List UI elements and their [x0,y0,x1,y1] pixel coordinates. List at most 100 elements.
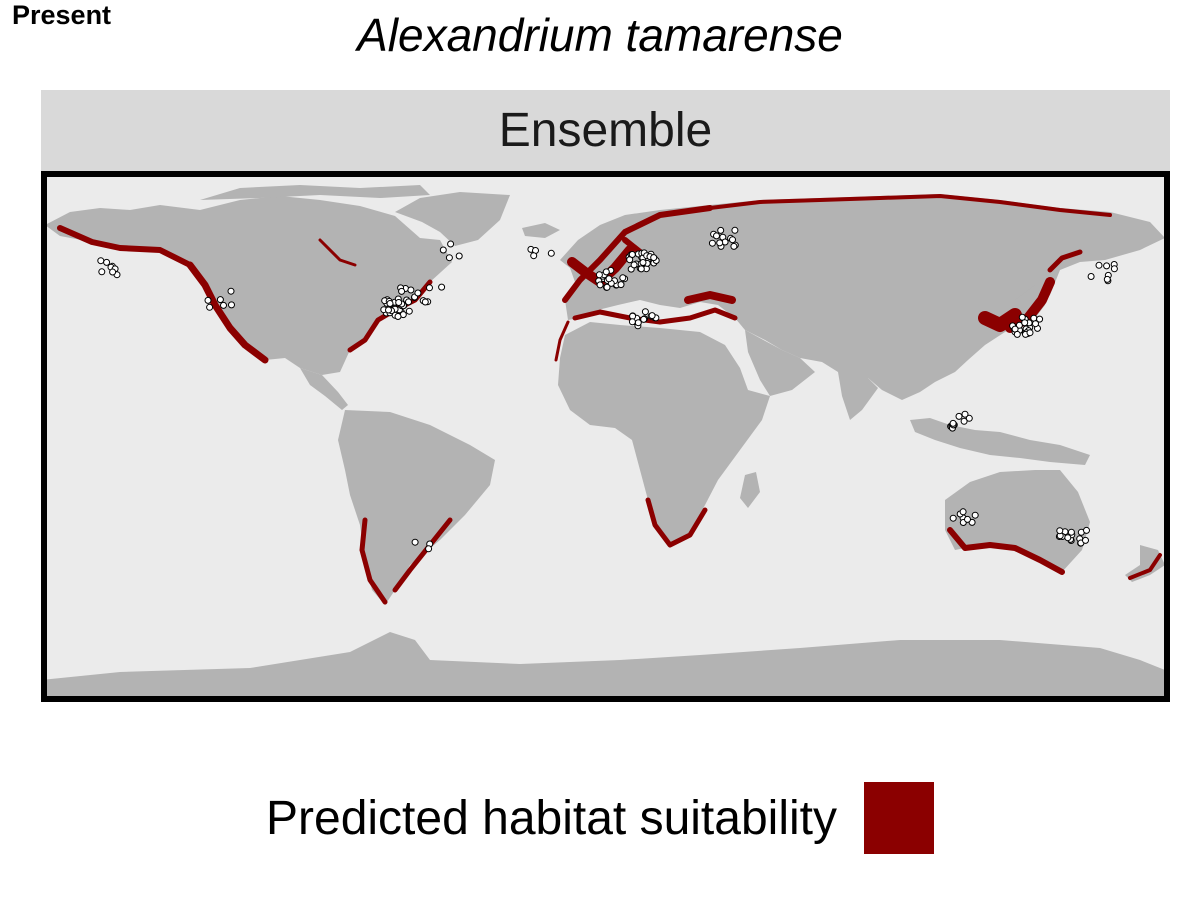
land-australia [945,470,1090,572]
occurrence-point [641,308,649,316]
occurrence-point [1110,265,1118,273]
occurrence-point [596,281,604,289]
suitability-okhotsk [1047,249,1083,273]
panel-strip: Ensemble [41,90,1170,171]
occurrence-point [637,265,645,273]
suitability-chile [359,517,388,605]
occurrence-points [97,226,1118,553]
land-arctic-islands [200,185,430,200]
suitability-arctic-russia [708,194,1112,217]
occurrence-point [530,252,538,260]
occurrence-point [407,286,415,294]
occurrence-point [960,417,968,425]
land-north-america [45,196,452,375]
species-title: Alexandrium tamarense [357,9,843,61]
occurrence-point [1013,330,1021,338]
occurrence-point [949,514,957,522]
occurrence-point [204,296,212,304]
occurrence-point [634,319,642,327]
occurrence-point [455,252,463,260]
land-india [838,372,878,420]
occurrence-point [438,283,446,291]
occurrence-point [650,254,658,262]
occurrence-point [717,226,725,234]
occurrence-point [411,538,419,546]
land-iceland [522,223,560,238]
occurrence-point [97,257,105,265]
occurrence-point [648,312,656,320]
occurrence-point [971,511,979,519]
occurrence-point [1082,536,1089,544]
suitability-new-zealand [1128,553,1162,580]
occurrence-point [405,298,412,306]
occurrence-point [386,300,394,307]
occurrence-point [605,275,613,283]
occurrence-point [220,301,227,309]
occurrence-point [547,249,555,257]
occurrence-point [731,226,739,234]
occurrence-point [964,515,971,523]
occurrence-point [617,281,625,289]
land-africa [558,322,770,545]
suitability-southern-africa [645,497,708,548]
panel-label: Ensemble [498,104,713,157]
suitability-south-australia [947,527,1065,575]
occurrence-point [425,545,433,553]
occurrence-point [405,307,413,315]
land-new-zealand [1125,545,1165,582]
occurrence-point [1087,273,1095,280]
occurrence-point [603,283,611,291]
occurrence-point [394,313,402,320]
occurrence-point [228,301,235,309]
occurrence-point [227,287,235,295]
suitability-hudson [318,238,357,267]
occurrence-point [1064,534,1072,542]
occurrence-point [619,274,627,282]
occurrence-point [640,315,648,323]
land-greenland [395,192,510,246]
land-madagascar [740,472,760,508]
occurrence-point [447,240,455,248]
land-antarctica [41,632,1170,702]
occurrence-point [730,242,738,250]
legend-swatch [863,782,934,854]
suitability-patagonia [392,517,453,593]
occurrence-point [1036,315,1044,323]
occurrence-point [716,239,724,247]
occurrence-point [961,410,969,418]
occurrence-point [103,258,111,266]
occurrence-point [1056,527,1064,535]
map-border [41,171,1170,702]
occurrence-point [216,296,224,304]
occurrence-point [628,251,636,258]
suitability-black-sea [684,291,736,304]
occurrence-point [1021,319,1029,327]
occurrence-point [1095,261,1103,269]
occurrence-point [98,268,106,276]
occurrence-point [595,271,603,279]
world-map [41,171,1170,702]
occurrence-point [949,419,957,427]
occurrence-point [1067,528,1075,536]
land-south-america [338,410,495,605]
occurrence-point [629,312,637,320]
occurrence-point [1103,262,1111,270]
occurrence-point [1026,329,1034,337]
occurrence-point [965,414,973,422]
occurrence-point [395,299,403,306]
occurrence-point [414,289,422,297]
occurrence-point [713,232,720,240]
occurrence-point [1083,526,1090,534]
occurrence-point [109,268,117,276]
suitability-mediterranean [572,307,738,325]
occurrence-point [445,254,453,262]
occurrence-point [955,412,963,420]
occurrence-point [206,303,214,311]
suitability-yellow-sea [978,308,1022,332]
suitability-west-africa [554,320,570,362]
suitability-alaska [57,225,193,268]
occurrence-point [959,508,967,516]
legend-label: Predicted habitat suitability [266,791,837,845]
occurrence-point [398,287,406,295]
land-central-america [300,368,348,410]
